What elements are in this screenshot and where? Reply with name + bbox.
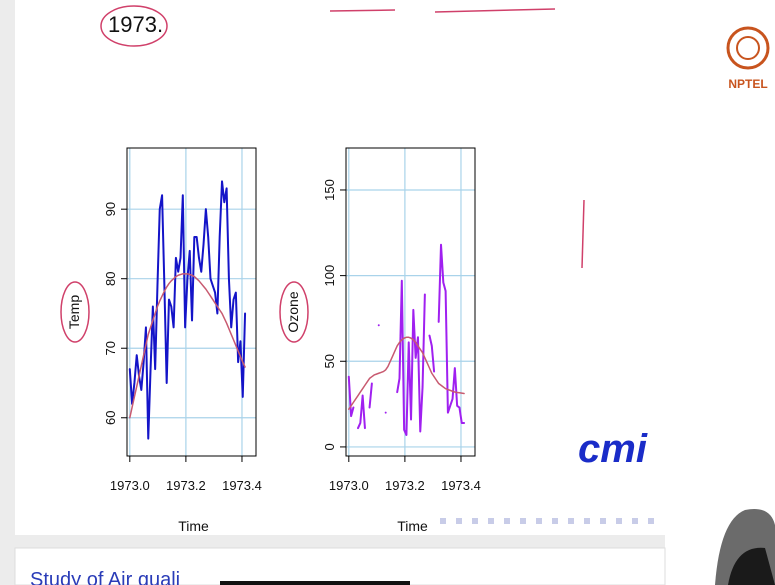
- slide-text: 1973.: [108, 12, 163, 37]
- y-tick-label: 100: [322, 265, 337, 287]
- y-axis-label: Temp: [66, 295, 82, 329]
- y-axis-label: Ozone: [285, 291, 301, 332]
- y-tick-label: 60: [103, 411, 118, 425]
- y-tick-label: 0: [322, 443, 337, 450]
- y-tick-label: 70: [103, 341, 118, 355]
- slide: [15, 0, 665, 535]
- x-axis-label: Time: [178, 518, 209, 534]
- redaction: [220, 581, 410, 585]
- logo-text: NPTEL: [728, 77, 767, 91]
- x-tick-label: 1973.4: [441, 478, 481, 493]
- x-tick-label: 1973.2: [385, 478, 425, 493]
- x-axis-label: Time: [397, 518, 428, 534]
- x-tick-label: 1973.2: [166, 478, 206, 493]
- brand-logo: cmi: [578, 427, 648, 471]
- y-tick-label: 90: [103, 202, 118, 216]
- screen: 1973. NPTEL cmi Study of Air quali 1973.…: [0, 0, 775, 585]
- y-tick-label: 80: [103, 271, 118, 285]
- x-tick-label: 1973.4: [222, 478, 262, 493]
- x-tick-label: 1973.0: [329, 478, 369, 493]
- y-tick-label: 50: [322, 354, 337, 368]
- y-tick-label: 150: [322, 179, 337, 201]
- x-tick-label: 1973.0: [110, 478, 150, 493]
- next-slide-title: Study of Air quali: [30, 569, 180, 585]
